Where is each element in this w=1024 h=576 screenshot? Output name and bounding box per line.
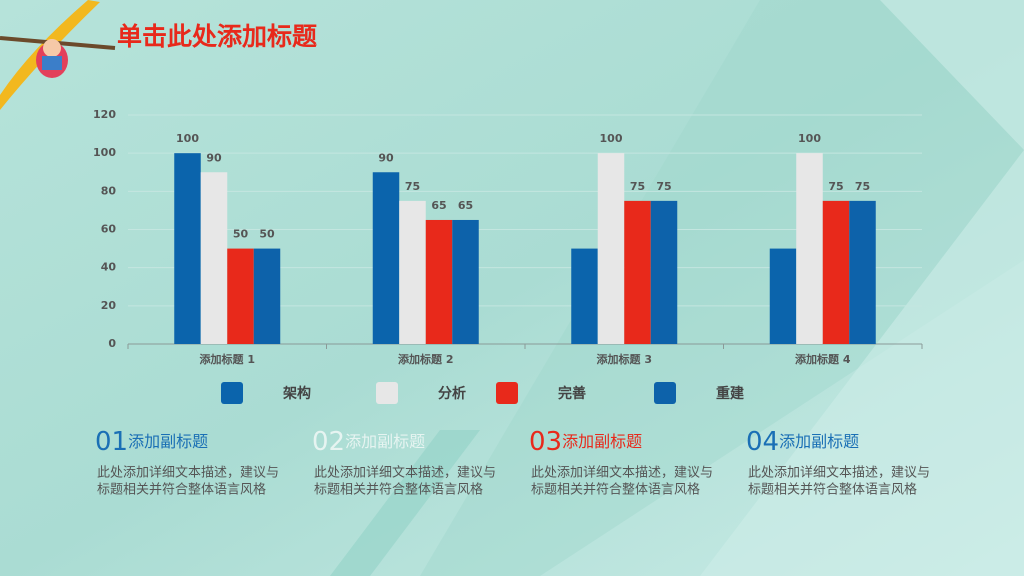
section-subtitle: 添加副标题 <box>128 432 208 451</box>
chart: 0 20 40 60 80 100 120 添加标题 1 100 90 50 50 添加标题 2 90 75… <box>93 108 923 404</box>
bar <box>822 200 850 344</box>
bar <box>452 219 479 344</box>
section-text: 标题相关并符合整体语言风格 <box>748 482 917 498</box>
bar <box>650 200 678 344</box>
legend-label: 分析 <box>438 385 466 402</box>
bar <box>174 153 201 344</box>
x-tick-label: 添加标题 2 <box>398 352 453 366</box>
bar <box>227 248 254 344</box>
x-tick-label: 添加标题 1 <box>200 352 255 366</box>
section-number: 04 <box>746 427 779 457</box>
kayak-illustration <box>0 0 116 110</box>
section-text: 标题相关并符合整体语言风格 <box>531 482 700 498</box>
data-label: 100 <box>600 132 623 145</box>
legend-swatch <box>221 382 243 404</box>
bar <box>769 248 797 344</box>
section-number: 03 <box>529 427 562 457</box>
section-heading: 03添加副标题 <box>529 427 642 457</box>
data-label: 100 <box>176 132 199 145</box>
y-tick-label: 40 <box>101 261 117 274</box>
legend-swatch <box>654 382 676 404</box>
y-tick-label: 100 <box>93 146 116 159</box>
bar <box>597 153 625 344</box>
section-text: 标题相关并符合整体语言风格 <box>97 482 266 498</box>
data-label: 90 <box>378 151 394 164</box>
bar <box>571 248 598 344</box>
bar <box>624 200 651 344</box>
section-subtitle: 添加副标题 <box>779 432 859 451</box>
section-number: 01 <box>95 427 128 457</box>
section-text: 此处添加详细文本描述，建议与 <box>97 466 279 481</box>
stripe <box>700 0 1024 576</box>
legend-label: 架构 <box>282 385 311 402</box>
bar <box>399 200 426 344</box>
legend-swatch <box>376 382 398 404</box>
legend-label: 重建 <box>716 385 744 402</box>
bar <box>425 219 453 344</box>
y-tick-label: 120 <box>93 108 116 121</box>
section-subtitle: 添加副标题 <box>562 432 642 451</box>
data-label: 50 <box>233 228 249 241</box>
y-tick-label: 0 <box>108 337 116 350</box>
y-tick-label: 60 <box>101 223 117 236</box>
bar <box>372 172 400 344</box>
y-tick-label: 20 <box>101 299 117 312</box>
x-tick-label: 添加标题 3 <box>597 352 652 366</box>
data-label: 65 <box>458 199 473 212</box>
data-label: 75 <box>828 180 843 193</box>
data-label: 75 <box>855 180 870 193</box>
data-label: 90 <box>206 151 222 164</box>
section-heading: 01添加副标题 <box>95 427 208 457</box>
stripe <box>330 430 480 576</box>
data-label: 75 <box>656 180 671 193</box>
stripe <box>420 0 1024 576</box>
y-tick-label: 80 <box>101 184 117 197</box>
bar <box>849 200 876 344</box>
legend-label: 完善 <box>558 385 586 402</box>
section-text: 标题相关并符合整体语言风格 <box>314 482 483 498</box>
section-text: 此处添加详细文本描述，建议与 <box>748 466 930 481</box>
section-heading: 04添加副标题 <box>746 427 859 457</box>
x-tick-label: 添加标题 4 <box>795 352 851 366</box>
legend-swatch <box>496 382 518 404</box>
section-text: 此处添加详细文本描述，建议与 <box>531 466 713 481</box>
section-heading: 02添加副标题 <box>312 427 425 457</box>
data-label: 75 <box>630 180 645 193</box>
data-label: 65 <box>431 199 446 212</box>
title: 单击此处添加标题 <box>117 22 317 51</box>
section-text: 此处添加详细文本描述，建议与 <box>314 466 496 481</box>
section-number: 02 <box>312 427 345 457</box>
data-label: 75 <box>405 180 420 193</box>
bar <box>796 153 823 344</box>
bar <box>253 248 281 344</box>
data-label: 100 <box>798 132 821 145</box>
data-label: 50 <box>259 228 275 241</box>
section-subtitle: 添加副标题 <box>345 432 425 451</box>
bar <box>200 172 228 344</box>
